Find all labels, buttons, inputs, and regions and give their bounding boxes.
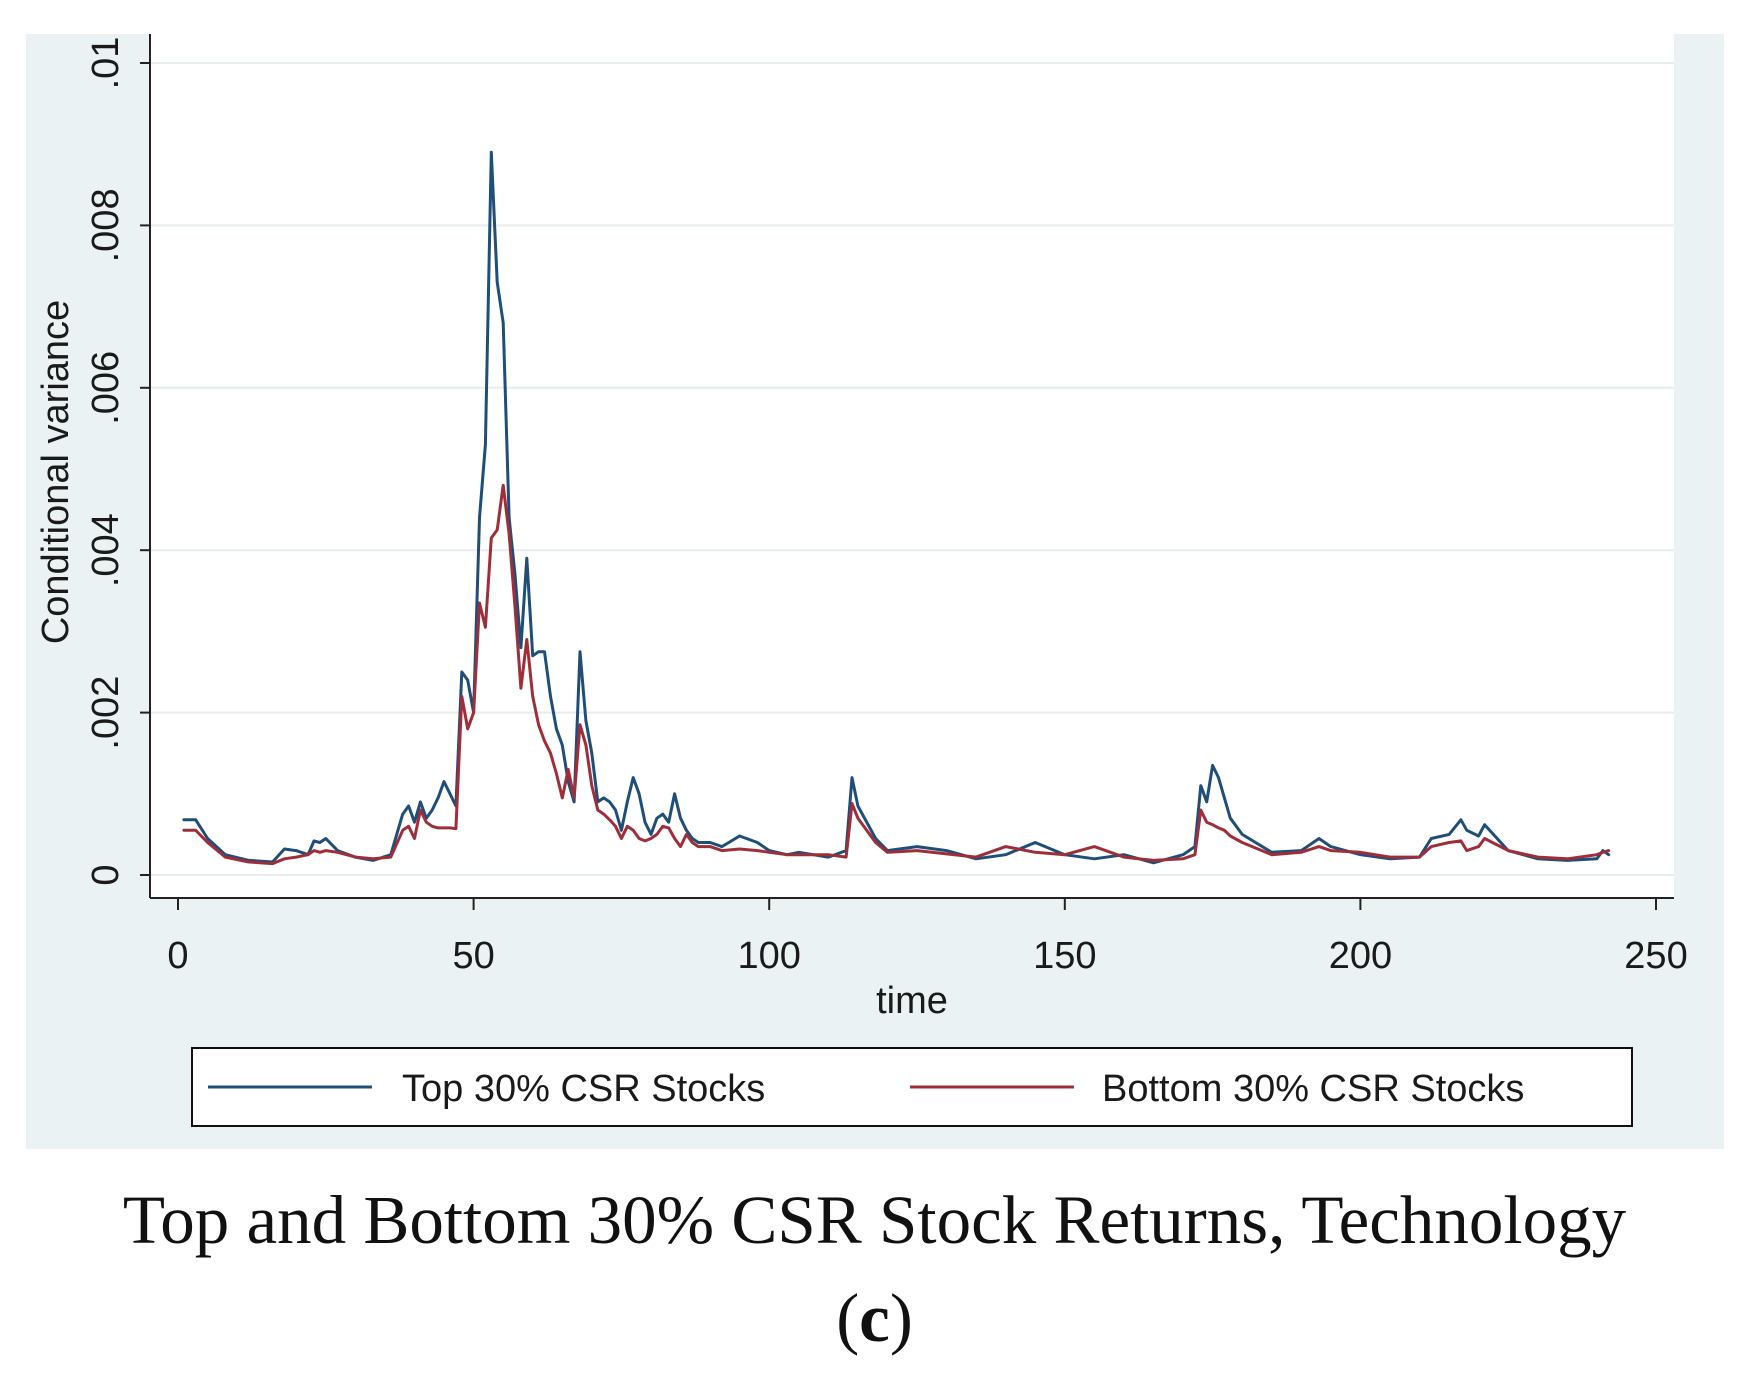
sublabel-close-paren: ) <box>889 1280 913 1356</box>
legend-label-top: Top 30% CSR Stocks <box>402 1068 765 1110</box>
y-tick-label: .006 <box>85 351 127 425</box>
grid-lines <box>150 62 1674 876</box>
x-tick-label: 100 <box>737 935 800 977</box>
x-tick-label: 250 <box>1624 935 1687 977</box>
y-tick-label: .004 <box>85 513 127 587</box>
series-lines <box>182 150 1611 866</box>
sublabel-open-paren: ( <box>836 1280 860 1356</box>
sublabel-letter: c <box>859 1280 890 1356</box>
axes <box>140 34 1674 910</box>
y-tick-label: .01 <box>85 37 127 90</box>
series-line-bottom-30 <box>182 483 1611 866</box>
y-tick-label: 0 <box>85 864 127 885</box>
chart: 0 .002 .004 .006 .008 .01 0 50 100 150 200 250 Con… <box>26 34 1724 1149</box>
y-tick-label: .002 <box>85 676 127 750</box>
plot-area <box>150 34 1674 898</box>
x-tick-label: 200 <box>1329 935 1392 977</box>
x-tick-label: 0 <box>167 935 188 977</box>
x-tick-label: 50 <box>452 935 494 977</box>
x-tick-label: 150 <box>1033 935 1096 977</box>
x-axis-label: time <box>876 980 948 1022</box>
x-tick-labels: 0 50 100 150 200 250 <box>167 935 1687 977</box>
figure-sublabel: (c) <box>0 1278 1749 1358</box>
y-tick-label: .008 <box>85 188 127 262</box>
legend-label-bottom: Bottom 30% CSR Stocks <box>1102 1068 1524 1110</box>
y-axis-label: Conditional variance <box>35 300 77 644</box>
series-line-top-30 <box>182 150 1611 865</box>
y-tick-labels: 0 .002 .004 .006 .008 .01 <box>85 37 127 886</box>
legend: Top 30% CSR Stocks Bottom 30% CSR Stocks <box>191 1047 1633 1127</box>
figure-caption: Top and Bottom 30% CSR Stock Returns, Te… <box>122 1182 1627 1258</box>
